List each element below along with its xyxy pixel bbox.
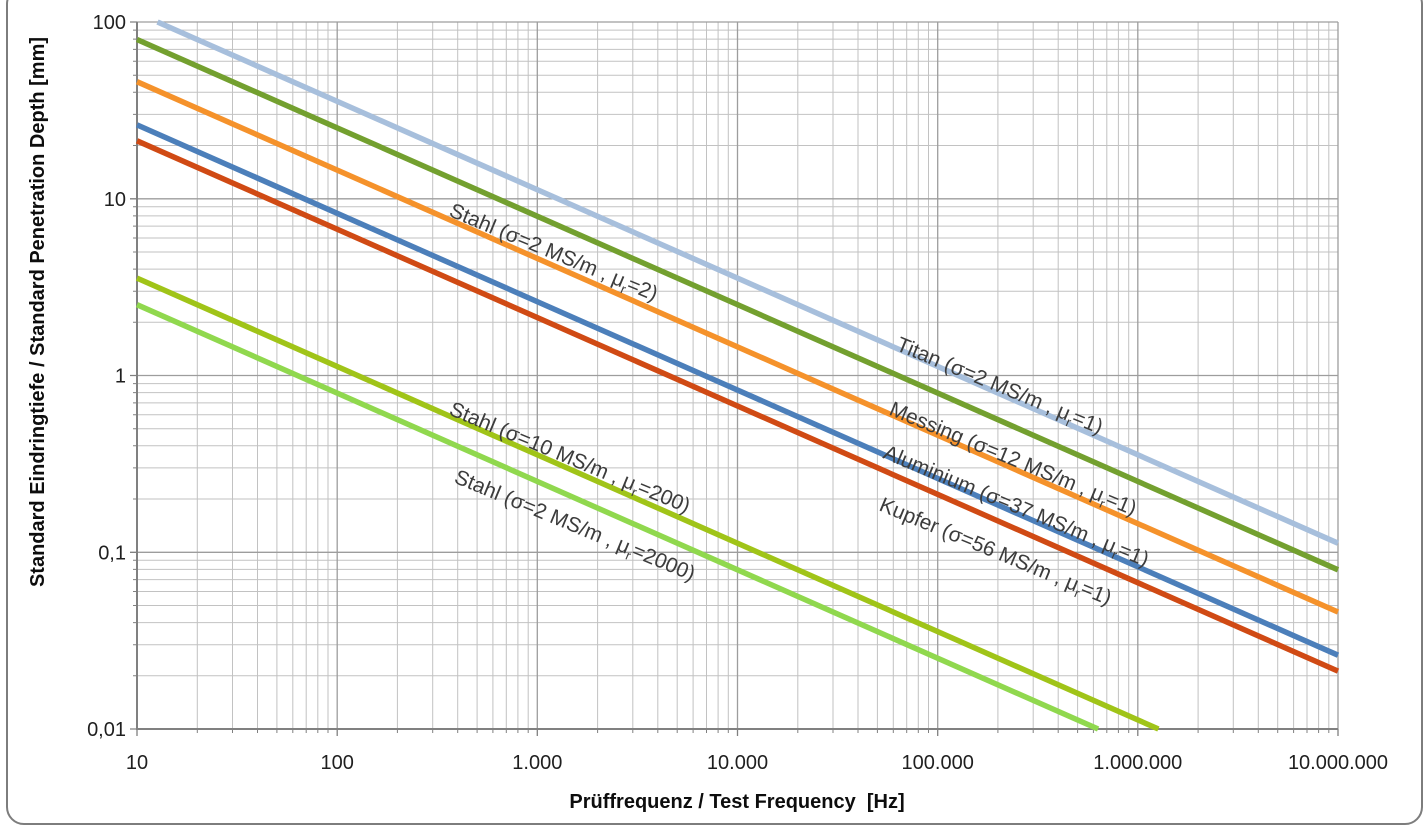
y-axis-title: Standard Eindringtiefe / Standard Penetr…: [27, 37, 49, 587]
x-tick-label: 1.000.000: [1093, 752, 1182, 774]
y-tick-label: 10: [104, 189, 126, 211]
series-line-kupfer: [135, 138, 1340, 674]
series-line-stahl-10-200: [135, 275, 1160, 732]
y-tick-label: 100: [93, 12, 126, 34]
x-axis-title: Prüffrequenz / Test Frequency [Hz]: [569, 791, 904, 813]
x-tick-label: 1.000: [512, 752, 562, 774]
series-lines: [135, 19, 1340, 732]
axis-ticks: [130, 21, 1339, 736]
series-line-stahl-2-2: [135, 36, 1340, 573]
series-labels: Titan (σ=2 MS/m , μr=1)Stahl (σ=2 MS/m ,…: [446, 199, 1152, 612]
y-tick-label: 1: [115, 366, 126, 388]
y-tick-label: 0,1: [98, 542, 126, 564]
x-tick-label: 10.000.000: [1288, 752, 1388, 774]
minor-ticks: [133, 29, 1330, 733]
y-tick-label: 0,01: [87, 719, 126, 741]
x-tick-labels: 10 100 1.000 10.000 100.000 1.000.000 10.000.0…: [126, 752, 1388, 774]
x-tick-label: 10.000: [707, 752, 768, 774]
series-line-titan: [156, 19, 1340, 546]
series-line-messing: [135, 79, 1340, 615]
x-tick-label: 100.000: [902, 752, 974, 774]
series-line-stahl-2-2000: [135, 302, 1100, 732]
series-label-text-kupfer: Kupfer (σ=56 MS/m , μr=1): [875, 493, 1115, 612]
y-tick-labels: 100 10 1 0,1 0,01: [87, 12, 126, 741]
x-tick-label: 10: [126, 752, 148, 774]
major-ticks: [130, 21, 1339, 736]
series-label-kupfer: Kupfer (σ=56 MS/m , μr=1): [875, 493, 1115, 612]
x-tick-label: 100: [321, 752, 354, 774]
series-line-aluminium: [135, 122, 1340, 658]
